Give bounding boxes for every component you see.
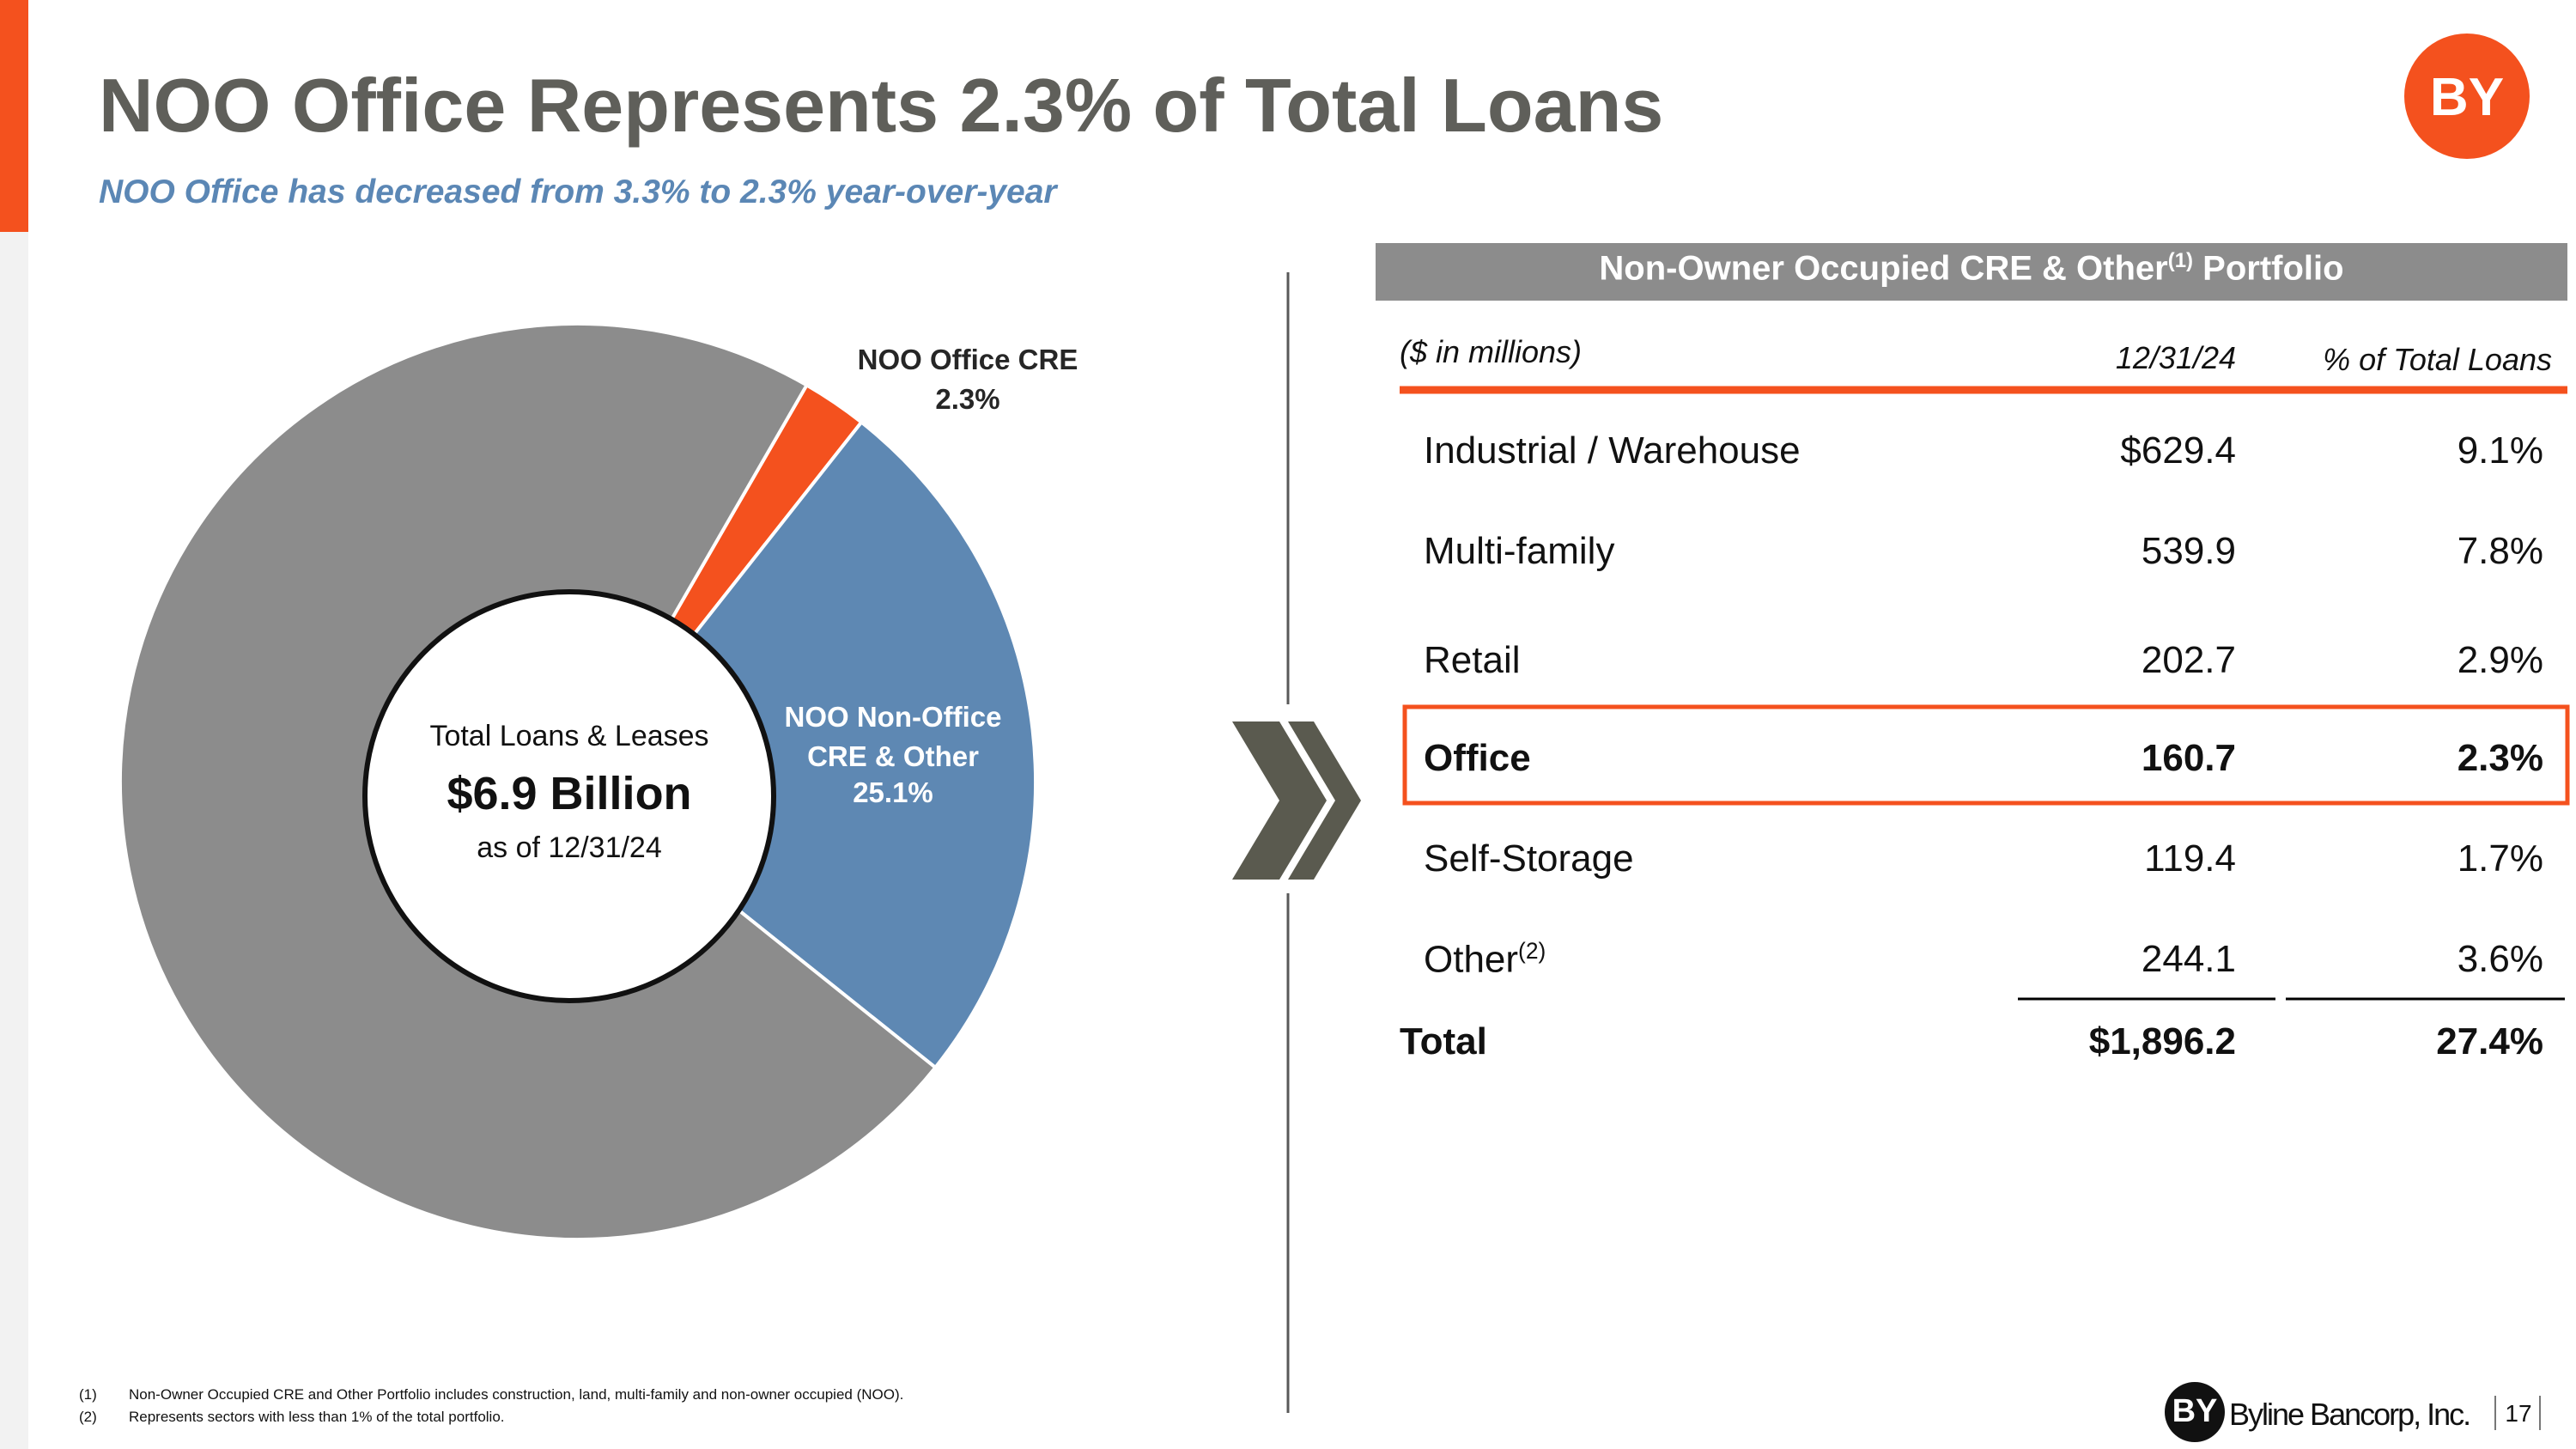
center-line: as of 12/31/24 (477, 831, 662, 864)
logo: BY (2429, 68, 2505, 127)
accent-bar (0, 0, 28, 232)
slice-value: 2.3% (935, 383, 1000, 415)
slice-label: NOO Office CRE (857, 344, 1078, 375)
row-label: Self-Storage (1424, 837, 1634, 880)
table-header-bar (1376, 243, 2567, 301)
footer-logo-circle (2165, 1382, 2225, 1442)
column-header: % of Total Loans (2323, 342, 2552, 377)
row-label-text: Multi-family (1424, 530, 1615, 572)
row-label: Office (1424, 737, 1531, 780)
row-label-text: Self-Storage (1424, 837, 1634, 880)
subtitle: NOO Office has decreased from 3.3% to 2.… (99, 174, 1057, 210)
note-mark: (1) (2167, 249, 2194, 272)
row-pct: 9.1% (2457, 429, 2543, 472)
row-label-text: Office (1424, 737, 1531, 779)
table-title-text: Portfolio (2193, 249, 2344, 288)
row-label: Other(2) (1424, 938, 1546, 982)
company-name: Byline Bancorp, Inc. (2229, 1397, 2471, 1432)
slice-label: NOO Non-Office CRE & Other (784, 701, 1002, 772)
chevron (1232, 721, 1327, 880)
row-label-text: Industrial / Warehouse (1424, 429, 1801, 472)
column-header: ($ in millions) (1400, 334, 1583, 369)
row-value: 244.1 (2141, 938, 2236, 980)
table-title-text: Non-Owner Occupied CRE & Other (1599, 249, 2168, 288)
row-label: Multi-family (1424, 530, 1614, 573)
pie-slice (575, 419, 1037, 1070)
footnote: Non-Owner Occupied CRE and Other Portfol… (129, 1386, 904, 1403)
row-value: $629.4 (2120, 429, 2236, 472)
page-number: 17 (2505, 1400, 2532, 1427)
highlight-box (1402, 704, 2570, 806)
row-pct: 3.6% (2457, 938, 2543, 980)
row-pct: 2.9% (2457, 639, 2543, 681)
title: NOO Office Represents 2.3% of Total Loan… (99, 63, 1664, 148)
total-label: Total (1400, 1020, 1487, 1062)
row-pct: 7.8% (2457, 530, 2543, 572)
side-strip (0, 0, 28, 1449)
row-label: Retail (1424, 639, 1521, 682)
center-amount: $6.9 Billion (447, 768, 692, 819)
footnote-mark: (1) (79, 1386, 97, 1403)
row-label-text: Retail (1424, 639, 1521, 681)
row-value: 160.7 (2141, 737, 2236, 779)
total-value: $1,896.2 (2088, 1020, 2236, 1062)
row-value: 119.4 (2144, 837, 2236, 880)
note-mark: (2) (1518, 938, 1546, 964)
chevron (1288, 721, 1361, 880)
center-line: Total Loans & Leases (429, 720, 709, 752)
table-title: Non-Owner Occupied CRE & Other(1) Portfo… (1376, 249, 2567, 288)
total-pct: 27.4% (2436, 1020, 2543, 1062)
column-header: 12/31/24 (2115, 340, 2236, 375)
footer-logo: BY (2172, 1393, 2218, 1429)
row-value: 539.9 (2141, 530, 2236, 572)
footnote: Represents sectors with less than 1% of … (129, 1409, 505, 1425)
footnote-mark: (2) (79, 1409, 97, 1425)
row-pct: 1.7% (2457, 837, 2543, 880)
slice-value: 25.1% (853, 776, 933, 808)
row-pct: 2.3% (2457, 737, 2543, 779)
logo-circle (2404, 33, 2530, 159)
center-circle (362, 589, 776, 1003)
row-label-text: Other (1424, 938, 1519, 981)
row-value: 202.7 (2141, 639, 2236, 681)
row-label: Industrial / Warehouse (1424, 429, 1801, 472)
